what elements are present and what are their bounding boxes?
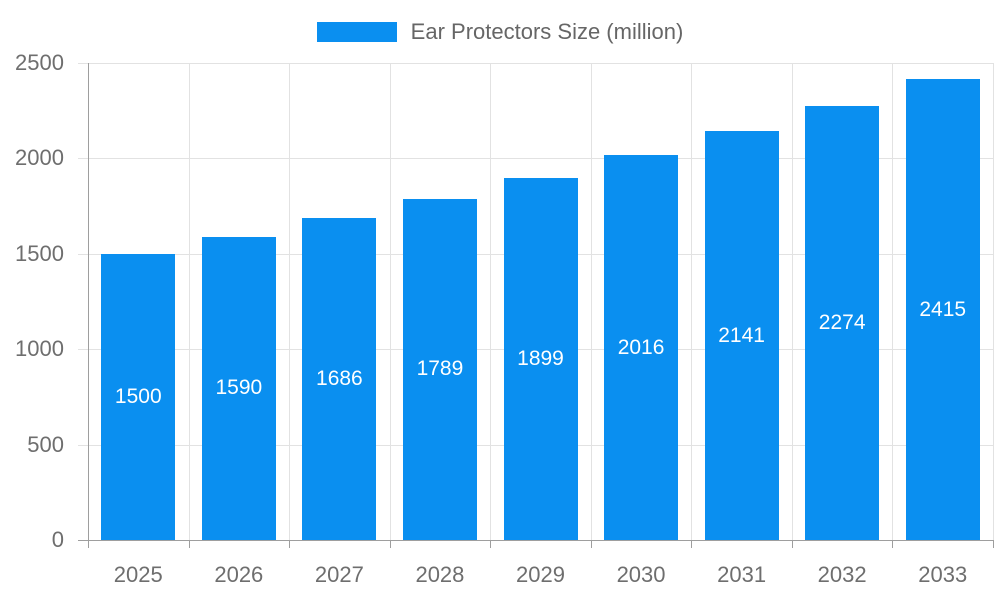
x-axis-tick [892,540,894,548]
bar[interactable] [503,177,578,540]
horizontal-gridline [78,63,993,64]
bar[interactable] [905,79,980,540]
x-axis-tick-label: 2032 [817,562,867,587]
bar-value-label: 2016 [617,335,665,359]
vertical-gridline [590,63,592,540]
bar-value-label: 2415 [919,297,967,321]
bar-value-label: 1500 [114,384,162,408]
x-axis-tick-label: 2025 [113,562,163,587]
vertical-gridline [490,63,492,540]
x-axis-line [78,540,993,541]
bar-value-label: 2141 [718,323,765,347]
x-axis-tick [791,540,793,548]
y-axis-tick-label: 1000 [15,336,64,362]
x-axis-tick [289,540,291,548]
vertical-gridline [691,63,693,540]
vertical-gridline [188,63,190,540]
x-axis-tick-label: 2029 [516,562,565,587]
vertical-gridline [993,63,994,540]
x-axis-tick [188,540,190,548]
bar[interactable] [704,131,779,540]
horizontal-gridline [78,158,993,160]
x-axis-tick [490,540,492,548]
bar-value-label: 1686 [316,367,363,391]
x-axis-tick-label: 2030 [616,562,666,587]
bar-value-label: 1590 [215,376,263,400]
vertical-gridline [791,63,793,540]
x-axis-tick-label: 2027 [314,562,364,587]
bar[interactable] [101,253,176,540]
y-axis-tick-label: 1500 [15,240,64,266]
y-axis-tick-label: 2000 [15,145,64,171]
legend-label: Ear Protectors Size (million) [410,19,684,44]
bar-value-label: 1899 [517,346,564,370]
x-axis-tick [389,540,391,548]
y-axis-tick-label: 0 [51,527,64,552]
legend-item[interactable]: Ear Protectors Size (million) [0,18,1000,46]
vertical-gridline [389,63,391,540]
bar[interactable] [604,155,679,540]
x-axis-tick-label: 2033 [918,562,968,587]
y-axis-line [88,63,89,548]
bar[interactable] [201,236,276,540]
bar[interactable] [302,218,377,540]
bar[interactable] [805,106,880,540]
bar-value-label: 2274 [818,311,866,335]
legend-swatch [316,22,397,42]
y-axis-tick-label: 2500 [15,50,64,75]
vertical-gridline [892,63,894,540]
x-axis-tick [590,540,592,548]
x-axis-tick-label: 2026 [214,562,264,587]
x-axis-tick-label: 2028 [415,562,465,587]
bar[interactable] [402,198,477,540]
x-axis-tick [993,540,994,548]
x-axis-tick [691,540,693,548]
y-axis-tick-label: 500 [27,431,64,457]
vertical-gridline [289,63,291,540]
x-axis-tick-label: 2031 [717,562,767,587]
bar-value-label: 1789 [416,357,464,381]
